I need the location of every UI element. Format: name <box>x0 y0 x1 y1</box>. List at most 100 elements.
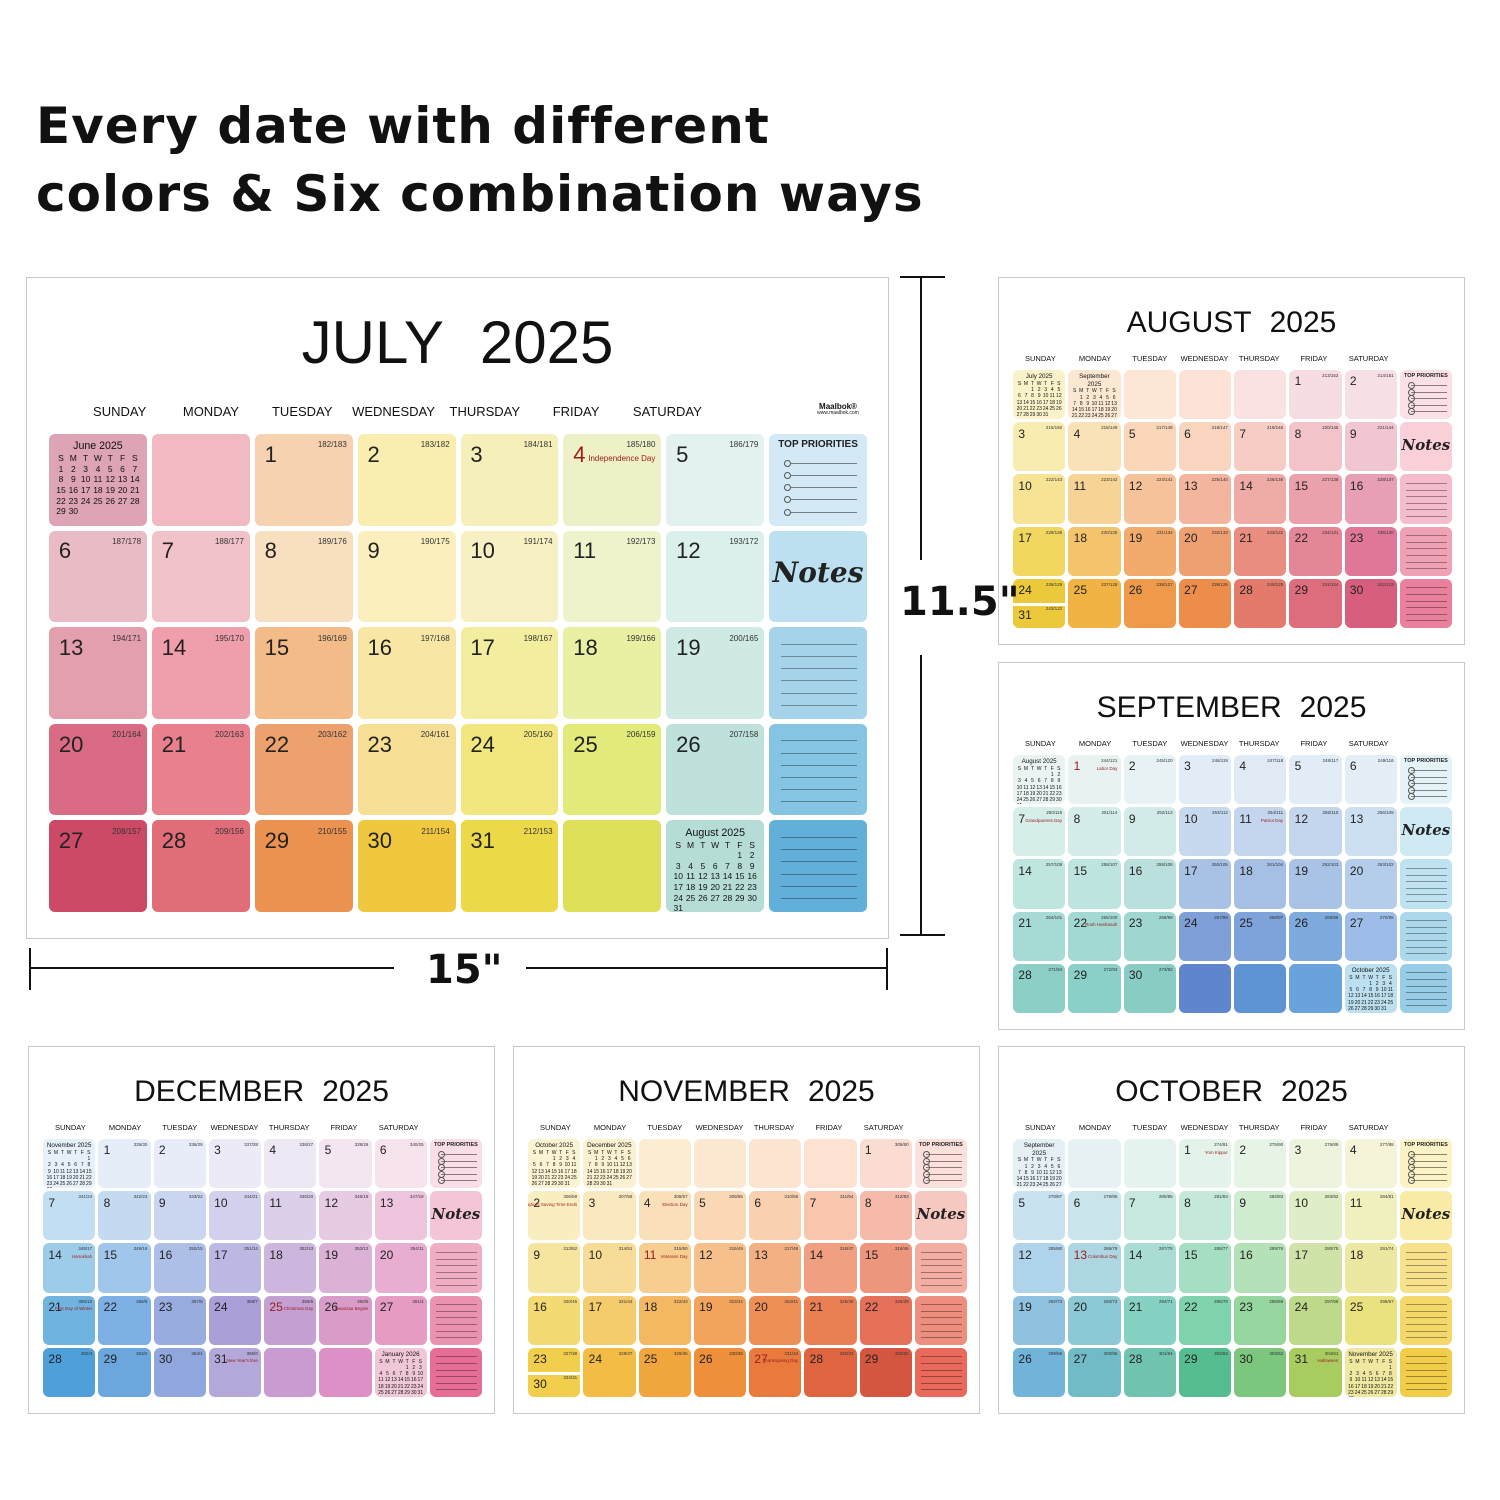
note-line[interactable] <box>1406 998 1447 1000</box>
note-line[interactable] <box>1406 607 1447 609</box>
note-line[interactable] <box>921 1265 962 1267</box>
date-cell[interactable]: 26 360/5 Kwanzaa Begins <box>319 1295 372 1345</box>
date-cell[interactable]: 1 182/183 <box>254 434 353 526</box>
date-cell[interactable]: 5 217/148 <box>1123 422 1176 472</box>
date-cell[interactable]: 23 327/38 30 334/31 <box>528 1347 581 1397</box>
date-cell[interactable]: 16 350/15 <box>153 1243 206 1293</box>
date-cell[interactable]: 20 263/102 <box>1344 859 1397 909</box>
priority-line[interactable] <box>1411 1173 1447 1175</box>
date-cell[interactable]: 21 325/40 <box>804 1295 857 1345</box>
date-cell[interactable]: 8 342/23 <box>98 1191 151 1241</box>
date-cell[interactable]: 21 233/132 <box>1234 526 1287 576</box>
priority-line[interactable] <box>1411 776 1447 778</box>
date-cell[interactable]: 29 241/124 <box>1289 578 1342 628</box>
date-cell[interactable]: 21 294/71 <box>1123 1295 1176 1345</box>
note-line[interactable] <box>780 740 858 742</box>
note-line[interactable] <box>436 1389 477 1391</box>
date-cell[interactable]: 27 208/157 <box>49 820 147 912</box>
date-cell[interactable]: 15 349/16 <box>98 1243 151 1293</box>
note-line[interactable] <box>921 1271 962 1273</box>
date-cell[interactable]: 19 323/42 <box>693 1295 746 1345</box>
date-cell[interactable]: 8 251/114 <box>1068 807 1121 857</box>
note-line[interactable] <box>436 1317 477 1319</box>
note-line[interactable] <box>1406 1382 1447 1384</box>
date-cell[interactable]: 1 305/60 <box>859 1139 912 1189</box>
date-cell[interactable]: 1 244/121 Labor Day <box>1068 755 1121 805</box>
date-cell[interactable]: 27 270/95 <box>1344 911 1397 961</box>
date-cell[interactable]: 26 238/127 <box>1123 578 1176 628</box>
date-cell[interactable]: 9 343/22 <box>153 1191 206 1241</box>
note-line[interactable] <box>436 1284 477 1286</box>
note-line[interactable] <box>780 668 858 670</box>
date-cell[interactable]: 7 280/85 <box>1123 1191 1176 1241</box>
date-cell[interactable]: 12 255/110 <box>1289 807 1342 857</box>
date-cell[interactable]: 4 308/57 Election Day <box>638 1191 691 1241</box>
note-line[interactable] <box>1406 926 1447 928</box>
note-line[interactable] <box>1406 946 1447 948</box>
note-line[interactable] <box>780 692 858 694</box>
date-cell[interactable]: 20 293/72 <box>1068 1295 1121 1345</box>
date-cell[interactable]: 5 248/117 <box>1289 755 1342 805</box>
priority-line[interactable] <box>441 1160 477 1162</box>
date-cell[interactable]: 22 356/9 <box>98 1295 151 1345</box>
date-cell[interactable]: 30 211/154 <box>357 820 456 912</box>
date-cell[interactable]: 8 312/53 <box>859 1191 912 1241</box>
note-line[interactable] <box>921 1337 962 1339</box>
date-cell[interactable]: 2 306/59 Daylight Saving Time Ends <box>528 1191 581 1241</box>
date-cell[interactable]: 16 289/76 <box>1234 1243 1287 1293</box>
date-cell[interactable]: 6 279/86 <box>1068 1191 1121 1241</box>
note-line[interactable] <box>436 1382 477 1384</box>
date-cell[interactable]: 1 335/30 <box>98 1139 151 1189</box>
note-line[interactable] <box>1406 554 1447 556</box>
date-cell[interactable]: 17 229/136 <box>1013 526 1066 576</box>
priority-line[interactable] <box>441 1173 477 1175</box>
date-cell[interactable]: 5 186/179 <box>666 434 765 526</box>
note-line[interactable] <box>780 643 858 645</box>
note-line[interactable] <box>921 1258 962 1260</box>
note-line[interactable] <box>1406 1310 1447 1312</box>
date-cell[interactable]: 29 210/155 <box>254 820 353 912</box>
date-cell[interactable]: 29 272/93 <box>1068 963 1121 1013</box>
date-cell[interactable]: 25 268/97 <box>1234 911 1287 961</box>
date-cell[interactable]: 30 273/92 <box>1123 963 1176 1013</box>
date-cell[interactable]: 25 298/67 <box>1344 1295 1397 1345</box>
date-cell[interactable]: 17 260/105 <box>1178 859 1231 909</box>
note-line[interactable] <box>921 1376 962 1378</box>
date-cell[interactable]: 14 257/108 <box>1013 859 1066 909</box>
note-line[interactable] <box>780 776 858 778</box>
note-line[interactable] <box>780 849 858 851</box>
note-line[interactable] <box>436 1271 477 1273</box>
date-cell[interactable]: 5 309/56 <box>693 1191 746 1241</box>
date-cell[interactable]: 29 363/2 <box>98 1347 151 1397</box>
priority-line[interactable] <box>1411 391 1447 393</box>
priority-line[interactable] <box>790 499 858 501</box>
date-cell[interactable]: 1 274/91 Yom Kippur <box>1178 1139 1231 1189</box>
priority-line[interactable] <box>790 511 858 513</box>
date-cell[interactable]: 3 215/150 <box>1013 422 1066 472</box>
note-line[interactable] <box>921 1310 962 1312</box>
date-cell[interactable]: 4 338/27 <box>264 1139 317 1189</box>
date-cell[interactable]: 14 318/47 <box>804 1243 857 1293</box>
note-line[interactable] <box>921 1382 962 1384</box>
note-line[interactable] <box>1406 1369 1447 1371</box>
note-line[interactable] <box>921 1356 962 1358</box>
date-cell[interactable]: 30 364/1 <box>153 1347 206 1397</box>
date-cell[interactable]: 6 310/55 <box>749 1191 802 1241</box>
date-cell[interactable]: 28 362/3 <box>43 1347 96 1397</box>
note-line[interactable] <box>436 1356 477 1358</box>
date-cell[interactable]: 29 302/63 <box>1178 1347 1231 1397</box>
note-line[interactable] <box>1406 541 1447 543</box>
date-cell[interactable]: 13 286/79 Columbus Day <box>1068 1243 1121 1293</box>
date-cell[interactable]: 12 316/49 <box>693 1243 746 1293</box>
date-cell[interactable]: 16 259/106 <box>1123 859 1176 909</box>
date-cell[interactable]: 9 190/175 <box>357 530 456 623</box>
date-cell[interactable]: 23 235/130 <box>1344 526 1397 576</box>
priority-line[interactable] <box>1411 1180 1447 1182</box>
date-cell[interactable]: 13 194/171 <box>49 627 147 719</box>
priority-line[interactable] <box>790 474 858 476</box>
note-line[interactable] <box>1406 515 1447 517</box>
date-cell[interactable]: 11 192/173 <box>563 530 662 623</box>
note-line[interactable] <box>1406 874 1447 876</box>
date-cell[interactable]: 3 246/119 <box>1178 755 1231 805</box>
date-cell[interactable]: 9 313/52 <box>528 1243 581 1293</box>
